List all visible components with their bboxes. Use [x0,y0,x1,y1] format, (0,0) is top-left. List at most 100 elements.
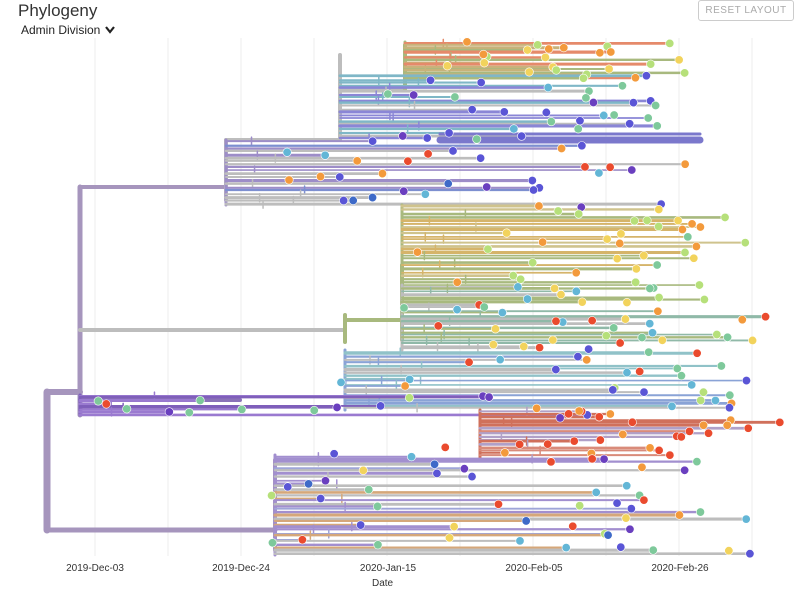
tree-tip [646,59,656,69]
tree-tip [535,343,545,353]
tree-tip [543,439,553,449]
tree-tip [533,40,543,50]
tree-tip [594,412,604,422]
tree-tip [573,352,583,362]
tree-tip [348,195,358,205]
tree-tip [339,196,349,206]
page-title: Phylogeny [18,1,98,20]
tree-tip [538,237,548,247]
tree-tip [665,38,675,48]
tree-tip [605,162,615,172]
tree-tip [609,323,619,333]
tick-label-feb05: 2020-Feb-05 [505,563,563,574]
tree-tip [694,280,704,290]
tree-tip [612,254,622,264]
tree-tip [704,428,714,438]
tree-tip [515,536,525,546]
tree-tip [695,222,705,232]
tree-tip [630,73,640,83]
reset-layout-button[interactable]: RESET LAYOUT [698,0,794,21]
tree-tip [748,335,758,345]
tree-tip [561,543,571,553]
tree-tip [599,110,609,120]
tree-tip [543,83,553,93]
tree-tip [467,472,477,482]
tree-tip [745,549,755,559]
tree-tip [534,201,544,211]
tree-tip [618,429,628,439]
tree-tip [587,316,597,326]
tree-tip [444,128,454,138]
tree-tip [654,445,664,455]
tree-tip [635,366,645,376]
tree-tip [654,204,664,214]
tree-tip [527,176,537,186]
tree-tip [358,465,368,475]
tree-tip [574,406,584,416]
tree-tip [687,380,697,390]
tree-tip [625,524,635,534]
color-by-dropdown[interactable]: Admin Division [21,23,116,37]
tree-tip [409,90,419,100]
tree-tip [775,417,785,427]
tree-tip [595,48,605,58]
tree-tip [657,335,667,345]
tree-tip [676,432,686,442]
tree-tip [743,423,753,433]
tree-tip [521,516,531,526]
tree-tip [639,495,649,505]
tree-tip [722,420,732,430]
tree-tip [620,314,630,324]
tree-tip [462,37,472,47]
tree-tip [571,268,581,278]
tree-tip [398,131,408,141]
tree-tip [676,371,686,381]
tree-tip [645,283,655,293]
tree-tip [741,376,751,386]
tree-tip [522,294,532,304]
tree-tip [569,436,579,446]
tree-tip [626,504,636,514]
tree-tip [449,522,459,532]
tree-tip [599,454,609,464]
tree-tip [683,232,693,242]
tree-tip [723,332,733,342]
tree-tip [495,355,505,365]
tree-tip [282,147,292,157]
tree-tip [320,150,330,160]
tree-tip [695,507,705,517]
tree-tip [550,283,560,293]
tree-tip [740,238,750,248]
tree-tip [548,335,558,345]
tree-tip [443,179,453,189]
tree-tip [699,295,709,305]
tree-tip [497,308,507,318]
tree-tip [625,119,635,129]
tree-tip [720,212,730,222]
tree-tip [399,186,409,196]
tree-tip [631,277,641,287]
tree-tip [403,156,413,166]
tree-tip [578,73,588,83]
tree-tip [430,459,440,469]
tree-tip [601,331,611,341]
tree-tip [699,420,709,430]
x-axis-label: Date [372,578,394,589]
tree-tip [591,487,601,497]
tree-tip [297,535,307,545]
tree-tip [608,385,618,395]
tick-label-dec24: 2019-Dec-24 [212,563,270,574]
tree-tip [476,153,486,163]
chevron-down-icon [104,25,116,35]
tree-tip [267,538,277,548]
tree-tip [674,55,684,65]
tree-tip [637,462,647,472]
tree-tip [692,457,702,467]
tree-tip [574,209,584,219]
tree-tips [93,37,785,559]
tree-tip [698,387,708,397]
tree-tip [335,172,345,182]
tree-tip [680,247,690,257]
tree-tip [540,52,550,62]
